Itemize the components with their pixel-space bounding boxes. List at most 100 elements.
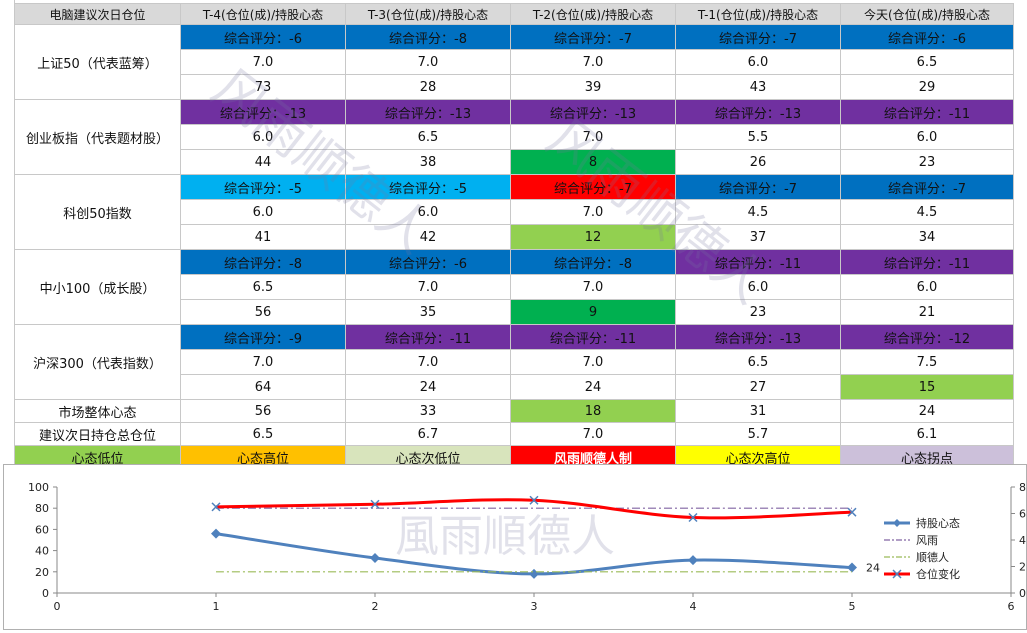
suggest-label[interactable]: 建议次日持仓总仓位 xyxy=(14,422,181,446)
mood-cell[interactable]: 28 xyxy=(345,74,511,100)
mood-cell[interactable]: 39 xyxy=(510,74,676,100)
column-header[interactable]: T-3(仓位(成)/持股心态 xyxy=(345,3,511,25)
score-cell[interactable]: 综合评分：-7 xyxy=(510,24,676,50)
mood-cell[interactable]: 41 xyxy=(180,224,346,250)
column-header[interactable]: T-4(仓位(成)/持股心态 xyxy=(180,3,346,25)
score-cell[interactable]: 综合评分：-6 xyxy=(840,24,1014,50)
position-cell[interactable]: 4.5 xyxy=(840,199,1014,225)
suggest-cell[interactable]: 7.0 xyxy=(510,422,676,446)
market-label[interactable]: 市场整体心态 xyxy=(14,399,181,423)
position-cell[interactable]: 6.0 xyxy=(345,199,511,225)
mood-cell[interactable]: 8 xyxy=(510,149,676,175)
position-cell[interactable]: 5.5 xyxy=(675,124,841,150)
score-cell[interactable]: 综合评分：-8 xyxy=(345,24,511,50)
score-cell[interactable]: 综合评分：-5 xyxy=(345,174,511,200)
column-header[interactable]: 今天(仓位(成)/持股心态 xyxy=(840,3,1014,25)
mood-cell[interactable]: 34 xyxy=(840,224,1014,250)
position-cell[interactable]: 7.0 xyxy=(180,49,346,75)
score-cell[interactable]: 综合评分：-6 xyxy=(345,249,511,275)
score-cell[interactable]: 综合评分：-9 xyxy=(180,324,346,350)
score-cell[interactable]: 综合评分：-12 xyxy=(840,324,1014,350)
mood-cell[interactable]: 44 xyxy=(180,149,346,175)
position-cell[interactable]: 6.0 xyxy=(180,199,346,225)
mood-cell[interactable]: 23 xyxy=(840,149,1014,175)
mood-cell[interactable]: 73 xyxy=(180,74,346,100)
market-cell[interactable]: 24 xyxy=(840,399,1014,423)
score-cell[interactable]: 综合评分：-11 xyxy=(840,99,1014,125)
score-cell[interactable]: 综合评分：-7 xyxy=(675,174,841,200)
score-cell[interactable]: 综合评分：-13 xyxy=(180,99,346,125)
index-name[interactable]: 创业板指（代表题材股） xyxy=(14,99,181,175)
position-cell[interactable]: 7.5 xyxy=(840,349,1014,375)
mood-cell[interactable]: 35 xyxy=(345,299,511,325)
score-cell[interactable]: 综合评分：-13 xyxy=(345,99,511,125)
mood-cell[interactable]: 42 xyxy=(345,224,511,250)
position-cell[interactable]: 7.0 xyxy=(510,349,676,375)
mood-cell[interactable]: 37 xyxy=(675,224,841,250)
score-cell[interactable]: 综合评分：-11 xyxy=(840,249,1014,275)
mood-cell[interactable]: 38 xyxy=(345,149,511,175)
position-cell[interactable]: 7.0 xyxy=(510,274,676,300)
market-cell[interactable]: 31 xyxy=(675,399,841,423)
mood-cell[interactable]: 24 xyxy=(510,374,676,400)
mood-cell[interactable]: 43 xyxy=(675,74,841,100)
market-cell[interactable]: 56 xyxy=(180,399,346,423)
suggest-cell[interactable]: 6.1 xyxy=(840,422,1014,446)
score-cell[interactable]: 综合评分：-7 xyxy=(675,24,841,50)
mood-cell[interactable]: 29 xyxy=(840,74,1014,100)
position-cell[interactable]: 7.0 xyxy=(345,49,511,75)
position-cell[interactable]: 7.0 xyxy=(345,274,511,300)
mood-cell[interactable]: 12 xyxy=(510,224,676,250)
score-cell[interactable]: 综合评分：-11 xyxy=(345,324,511,350)
market-cell[interactable]: 18 xyxy=(510,399,676,423)
score-cell[interactable]: 综合评分：-13 xyxy=(675,324,841,350)
market-cell[interactable]: 33 xyxy=(345,399,511,423)
suggest-cell[interactable]: 5.7 xyxy=(675,422,841,446)
index-name[interactable]: 科创50指数 xyxy=(14,174,181,250)
index-name[interactable]: 中小100（成长股） xyxy=(14,249,181,325)
position-cell[interactable]: 6.0 xyxy=(180,124,346,150)
score-cell[interactable]: 综合评分：-8 xyxy=(180,249,346,275)
position-cell[interactable]: 7.0 xyxy=(510,49,676,75)
score-cell[interactable]: 综合评分：-13 xyxy=(510,99,676,125)
mood-cell[interactable]: 23 xyxy=(675,299,841,325)
mood-cell[interactable]: 64 xyxy=(180,374,346,400)
score-cell[interactable]: 综合评分：-5 xyxy=(180,174,346,200)
score-cell[interactable]: 综合评分：-11 xyxy=(675,249,841,275)
score-cell[interactable]: 综合评分：-8 xyxy=(510,249,676,275)
column-header[interactable]: T-1(仓位(成)/持股心态 xyxy=(675,3,841,25)
position-cell[interactable]: 7.0 xyxy=(180,349,346,375)
mood-cell[interactable]: 56 xyxy=(180,299,346,325)
suggest-cell[interactable]: 6.5 xyxy=(180,422,346,446)
mood-cell[interactable]: 15 xyxy=(840,374,1014,400)
score-row: 创业板指（代表题材股） 综合评分：-13 综合评分：-13 综合评分：-13 综合评分：… xyxy=(14,99,1014,175)
mood-cell[interactable]: 9 xyxy=(510,299,676,325)
position-cell[interactable]: 6.5 xyxy=(180,274,346,300)
mood-row: 56 35 9 23 21 xyxy=(15,299,1014,325)
mood-cell[interactable]: 27 xyxy=(675,374,841,400)
mood-cell[interactable]: 26 xyxy=(675,149,841,175)
position-cell[interactable]: 7.0 xyxy=(510,124,676,150)
score-cell[interactable]: 综合评分：-7 xyxy=(510,174,676,200)
score-cell[interactable]: 综合评分：-6 xyxy=(180,24,346,50)
column-header[interactable]: T-2(仓位(成)/持股心态 xyxy=(510,3,676,25)
position-cell[interactable]: 6.0 xyxy=(675,49,841,75)
position-cell[interactable]: 6.0 xyxy=(675,274,841,300)
chart[interactable]: 0 20 40 60 80 100 0 2 4 6 8 0 1 2 3 4 5 6 24 持股心态 风雨 顺德人 仓位变化 xyxy=(3,464,1027,630)
position-cell[interactable]: 7.0 xyxy=(345,349,511,375)
mood-cell[interactable]: 21 xyxy=(840,299,1014,325)
mood-cell[interactable]: 24 xyxy=(345,374,511,400)
score-cell[interactable]: 综合评分：-11 xyxy=(510,324,676,350)
position-cell[interactable]: 4.5 xyxy=(675,199,841,225)
suggest-cell[interactable]: 6.7 xyxy=(345,422,511,446)
score-cell[interactable]: 综合评分：-7 xyxy=(840,174,1014,200)
position-cell[interactable]: 6.0 xyxy=(840,124,1014,150)
position-cell[interactable]: 6.5 xyxy=(840,49,1014,75)
position-cell[interactable]: 6.5 xyxy=(345,124,511,150)
index-name[interactable]: 上证50（代表蓝筹） xyxy=(14,24,181,100)
index-name[interactable]: 沪深300（代表指数） xyxy=(14,324,181,400)
position-cell[interactable]: 6.5 xyxy=(675,349,841,375)
score-cell[interactable]: 综合评分：-13 xyxy=(675,99,841,125)
position-cell[interactable]: 7.0 xyxy=(510,199,676,225)
position-cell[interactable]: 6.0 xyxy=(840,274,1014,300)
